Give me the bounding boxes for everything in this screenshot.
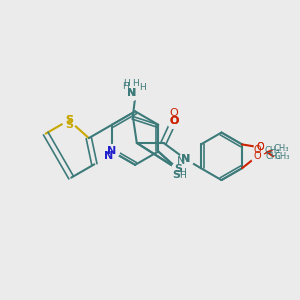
- Text: N: N: [127, 88, 136, 98]
- Text: CH₃: CH₃: [275, 152, 290, 161]
- Text: CH₃: CH₃: [264, 146, 280, 155]
- Text: N: N: [127, 88, 136, 98]
- Text: N: N: [104, 151, 114, 161]
- Text: N: N: [107, 146, 117, 157]
- Text: H: H: [122, 82, 129, 91]
- Text: N: N: [127, 88, 136, 98]
- Text: N: N: [181, 154, 190, 164]
- Text: N: N: [177, 156, 186, 166]
- Text: H: H: [124, 79, 130, 88]
- Text: O: O: [253, 151, 261, 161]
- Text: S: S: [173, 170, 181, 180]
- Text: H: H: [179, 168, 186, 177]
- Text: H: H: [179, 171, 186, 180]
- Text: CH₃: CH₃: [273, 144, 289, 153]
- Text: O: O: [169, 116, 178, 126]
- Text: O: O: [256, 142, 264, 152]
- Text: S: S: [65, 120, 73, 130]
- Text: N: N: [181, 154, 190, 164]
- Text: S: S: [65, 115, 73, 125]
- Text: S: S: [174, 164, 182, 174]
- Text: O: O: [169, 116, 178, 126]
- Text: CH₃: CH₃: [266, 152, 281, 161]
- Text: S: S: [65, 115, 73, 125]
- Text: O: O: [169, 108, 178, 118]
- Text: O: O: [253, 145, 261, 155]
- Text: H: H: [133, 79, 139, 88]
- Text: H: H: [139, 83, 146, 92]
- Text: O: O: [256, 142, 264, 152]
